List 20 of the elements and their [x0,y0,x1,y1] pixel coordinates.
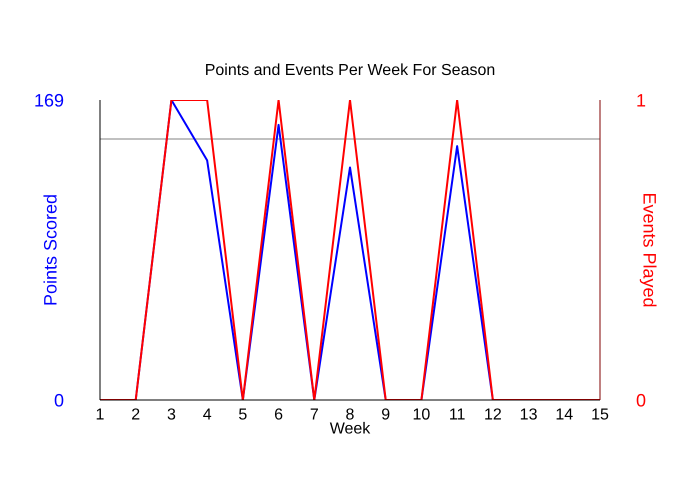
x-tick-label: 4 [202,406,212,424]
x-tick-label: 7 [310,406,319,424]
chart-title: Points and Events Per Week For Season [204,62,496,80]
y2-axis-title: Events Played [640,192,660,308]
x-tick-label: 1 [96,406,105,424]
x-tick-label: 6 [274,406,284,424]
x-tick-label: 12 [484,406,502,424]
y-axis-title: Points Scored [40,194,60,306]
x-tick-label: 15 [591,406,609,424]
y2-tick-label: 1 [636,90,646,110]
x-tick-label: 2 [131,406,140,424]
x-tick-label: 11 [448,406,466,424]
x-tick-label: 14 [555,406,574,424]
x-tick-label: 9 [381,406,390,424]
x-tick-label: 13 [520,406,538,424]
y-tick-label: 169 [34,90,64,110]
x-tick-label: 3 [166,406,176,424]
y2-tick-label: 0 [636,390,646,410]
x-tick-label: 10 [412,406,430,424]
x-tick-label: 5 [238,406,248,424]
